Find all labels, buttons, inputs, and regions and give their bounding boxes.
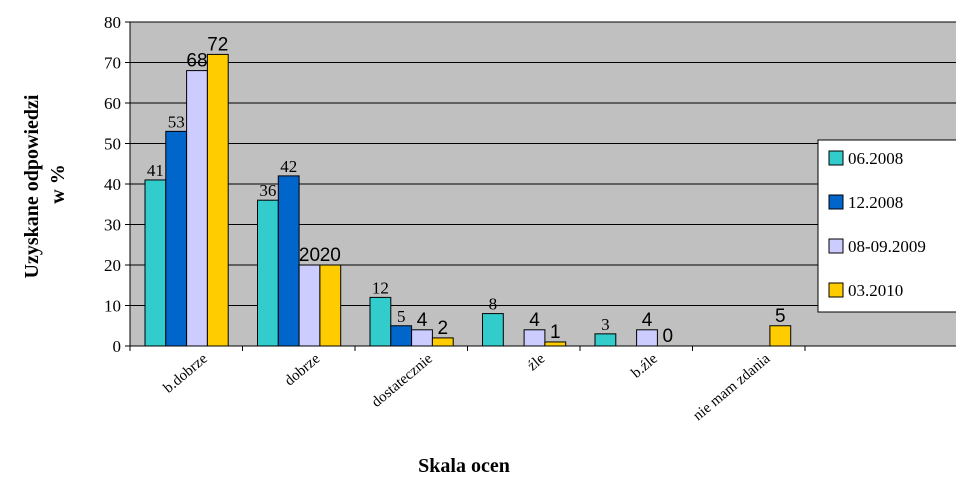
- data-label: 4: [417, 310, 428, 331]
- data-label: 4: [529, 310, 540, 331]
- y-tick-label: 10: [104, 297, 121, 316]
- bar: [769, 325, 792, 347]
- legend-label: 08-09.2009: [848, 237, 926, 256]
- bar: [257, 199, 279, 347]
- data-label: 5: [775, 306, 786, 327]
- x-category-label: b.źle: [629, 351, 662, 382]
- data-label: 68: [186, 51, 207, 72]
- data-label: 20: [299, 245, 320, 266]
- legend-label: 06.2008: [848, 149, 903, 168]
- data-label: 8: [489, 295, 498, 314]
- data-label: 41: [147, 161, 164, 180]
- bar: [411, 329, 433, 347]
- legend-swatch: [828, 150, 844, 166]
- data-label: 2: [438, 318, 449, 339]
- bar: [206, 53, 229, 347]
- bar: [144, 179, 167, 347]
- bar: [523, 329, 546, 347]
- bar: [482, 313, 504, 347]
- data-label: 1: [550, 322, 561, 343]
- data-label: 72: [207, 34, 228, 55]
- bar: [369, 296, 392, 347]
- bar: [298, 264, 321, 347]
- legend: 06.2008 12.2008 08-09.2009 03.2010: [817, 139, 956, 313]
- legend-swatch: [828, 194, 844, 210]
- bar: [186, 70, 208, 347]
- legend-swatch: [828, 238, 844, 254]
- y-tick-label: 40: [104, 175, 121, 194]
- data-label: 5: [397, 307, 406, 326]
- x-category-label: dostatecznie: [369, 351, 436, 411]
- legend-label: 03.2010: [848, 281, 903, 300]
- y-axis-ticks: 0 10 20 30 40 50 60 70 80: [104, 13, 130, 356]
- y-tick-label: 20: [104, 256, 121, 275]
- bar: [431, 337, 454, 347]
- bar: [594, 333, 617, 347]
- bar: [277, 175, 300, 347]
- data-label: 42: [280, 157, 297, 176]
- y-tick-label: 70: [104, 54, 121, 73]
- data-label: 3: [601, 315, 610, 334]
- bar: [390, 325, 413, 347]
- bar: [636, 329, 658, 347]
- legend-swatch: [828, 282, 844, 298]
- data-label: 36: [259, 181, 276, 200]
- x-category-label: nie mam zdania: [690, 351, 773, 425]
- x-axis-title: Skala ocen: [418, 455, 510, 477]
- x-category-label: źle: [525, 351, 549, 375]
- y-tick-label: 80: [104, 13, 121, 32]
- bar: [319, 264, 342, 347]
- data-label: 53: [168, 112, 185, 131]
- x-category-label: dobrze: [282, 351, 324, 390]
- y-tick-label: 50: [104, 135, 121, 154]
- y-tick-label: 30: [104, 216, 121, 235]
- data-label: 20: [320, 245, 341, 266]
- data-label: 4: [642, 310, 653, 331]
- x-axis-categories: b.dobrze dobrze dostatecznie źle b.źle nie ma…: [129, 346, 806, 425]
- x-category-label: b.dobrze: [161, 351, 211, 397]
- legend-label: 12.2008: [848, 193, 903, 212]
- data-label: 0: [663, 326, 674, 347]
- y-tick-label: 60: [104, 94, 121, 113]
- y-tick-label: 0: [113, 337, 122, 356]
- bar: [165, 130, 188, 347]
- data-label: 12: [372, 278, 389, 297]
- y-axis-title: Uzyskane odpowiedzi w %: [21, 90, 69, 279]
